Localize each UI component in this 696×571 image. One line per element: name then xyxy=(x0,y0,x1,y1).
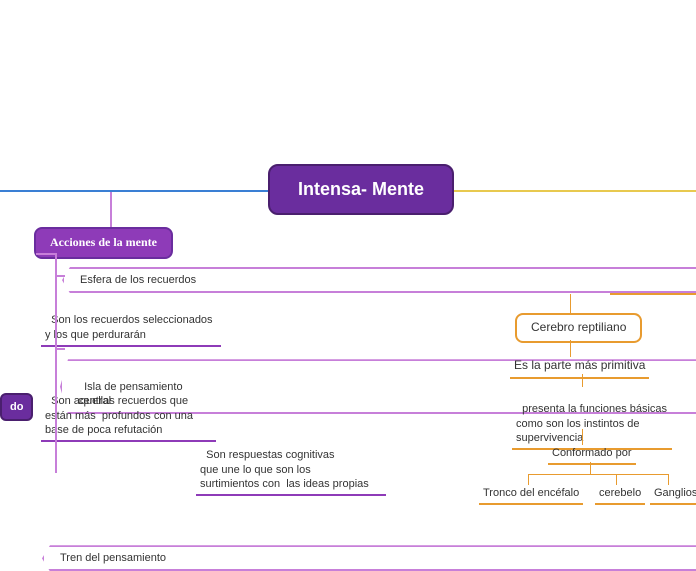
right-n3-text: Conformado por xyxy=(552,447,632,459)
right-n2-desc-text: presenta la funciones básicas como son l… xyxy=(516,403,667,444)
left-edge-box: do xyxy=(0,393,33,421)
right-n1: Cerebro reptiliano xyxy=(515,313,642,343)
conn-r5a xyxy=(528,474,529,485)
conn-r5c xyxy=(668,474,669,485)
right-n1-desc-text: Es la parte más primitiva xyxy=(514,358,645,372)
right-n2-desc: presenta la funciones básicas como son l… xyxy=(512,386,672,450)
right-leaf1: Tronco del encéfalo xyxy=(479,484,583,505)
left-n1-desc-text: Son los recuerdos seleccionados y los qu… xyxy=(45,314,213,340)
conn-l2c xyxy=(36,253,56,255)
conn-r5h xyxy=(528,474,668,475)
conn-r1 xyxy=(570,294,571,313)
conn-l2 xyxy=(55,253,57,473)
right-n3: Conformado por xyxy=(548,444,636,465)
conn-r3 xyxy=(582,374,583,387)
right-leaf2: cerebelo xyxy=(595,484,645,505)
right-n1-label: Cerebro reptiliano xyxy=(531,320,626,334)
root-right-line xyxy=(434,190,696,192)
left-edge-box-label: do xyxy=(10,401,23,413)
root-node: Intensa- Mente xyxy=(268,164,454,215)
left-n3: Tren del pensamiento xyxy=(42,545,696,571)
right-leaf3: Ganglios xyxy=(650,484,696,505)
root-left-line xyxy=(0,190,268,192)
left-n2-desc: Son aquellas recuerdos que están más pro… xyxy=(41,378,216,442)
conn-l2b xyxy=(55,348,65,350)
conn-r2 xyxy=(570,340,571,357)
conn-r5 xyxy=(590,462,591,474)
conn-r5b xyxy=(616,474,617,485)
left-n2-desc-text: Son aquellas recuerdos que están más pro… xyxy=(45,395,193,436)
left-n3-desc-text: Son respuestas cognitivas que une lo que… xyxy=(200,449,369,490)
root-label: Intensa- Mente xyxy=(298,179,424,199)
conn-l1 xyxy=(110,192,112,227)
left-n3-desc: Son respuestas cognitivas que une lo que… xyxy=(196,432,386,496)
right-leaf1-text: Tronco del encéfalo xyxy=(483,487,579,499)
conn-r4 xyxy=(582,429,583,445)
right-n1-desc: Es la parte más primitiva xyxy=(510,356,649,379)
left-n1: Esfera de los recuerdos xyxy=(62,267,696,293)
conn-l2a xyxy=(55,275,65,277)
right-leaf3-text: Ganglios xyxy=(654,487,696,499)
left-n1-desc: Son los recuerdos seleccionados y los qu… xyxy=(41,297,221,347)
conn-r-main xyxy=(610,293,696,295)
left-header-label: Acciones de la mente xyxy=(50,235,157,249)
right-leaf2-text: cerebelo xyxy=(599,487,641,499)
left-n1-label: Esfera de los recuerdos xyxy=(80,274,196,286)
left-n3-label: Tren del pensamiento xyxy=(60,552,166,564)
